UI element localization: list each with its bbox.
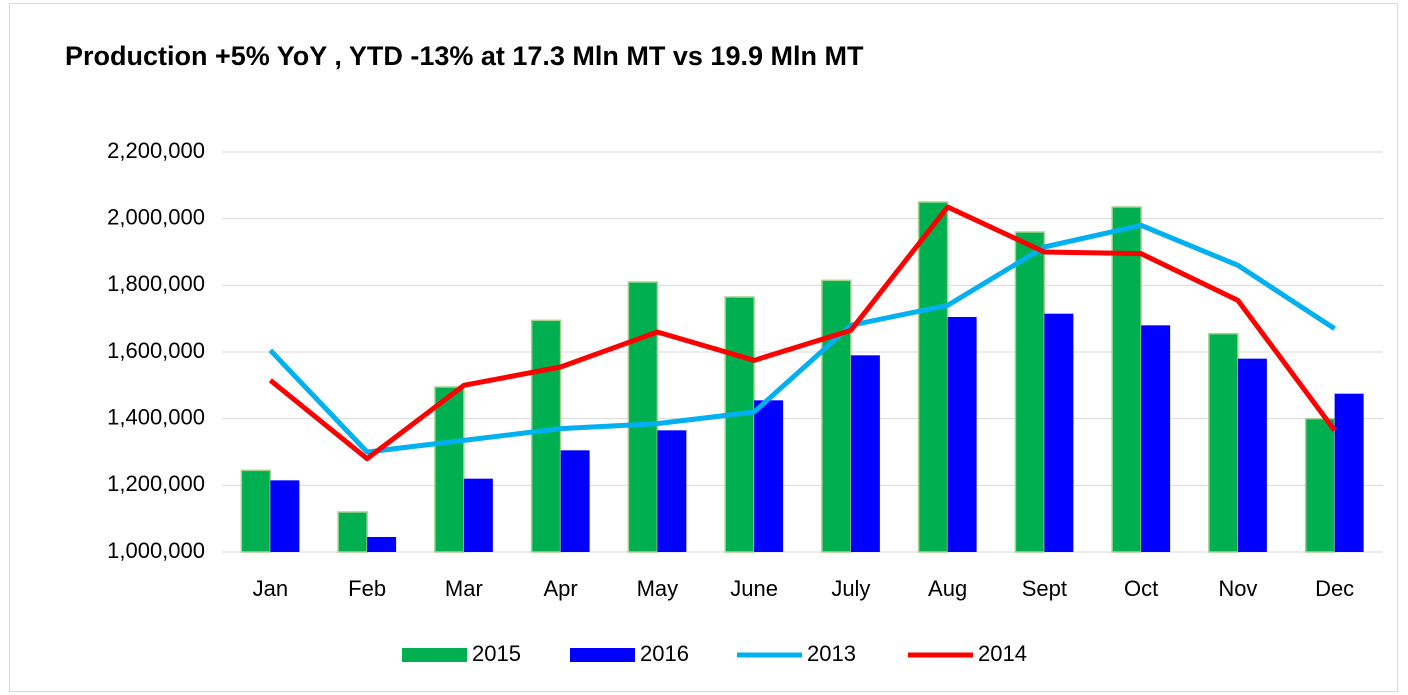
bar	[917, 201, 949, 553]
y-tick-label: 1,400,000	[107, 404, 205, 429]
bar	[947, 317, 977, 552]
x-tick-label: May	[637, 576, 679, 601]
bar	[560, 450, 590, 552]
y-tick-label: 2,200,000	[107, 138, 205, 163]
line	[268, 222, 1336, 455]
y-tick-label: 2,000,000	[107, 204, 205, 229]
x-tick-label: June	[730, 576, 778, 601]
legend-swatch	[402, 648, 467, 662]
legend-label: 2015	[472, 641, 521, 666]
x-tick-label: Aug	[928, 576, 967, 601]
y-tick-label: 1,000,000	[107, 538, 205, 563]
x-tick-label: Sept	[1022, 576, 1067, 601]
x-tick-label: July	[831, 576, 870, 601]
legend-label: 2016	[640, 641, 689, 666]
x-tick-label: Dec	[1315, 576, 1354, 601]
x-tick-label: Feb	[348, 576, 386, 601]
bar	[1334, 393, 1364, 552]
bar	[754, 400, 784, 552]
y-tick-label: 1,200,000	[107, 471, 205, 496]
bar	[1044, 313, 1074, 552]
bar	[821, 279, 852, 553]
bar	[1141, 325, 1171, 552]
bar	[1237, 358, 1267, 552]
legend-label: 2013	[807, 641, 856, 666]
bar	[367, 537, 397, 552]
legend-swatch	[570, 648, 635, 662]
bar	[1111, 206, 1142, 553]
bar	[530, 319, 562, 553]
bar	[1014, 231, 1046, 553]
bar	[434, 386, 465, 553]
bar	[1208, 332, 1239, 553]
bar	[627, 281, 659, 553]
chart-title: Production +5% YoY , YTD -13% at 17.3 Ml…	[65, 41, 864, 71]
bar	[657, 430, 687, 552]
bar	[463, 478, 493, 552]
x-tick-label: Oct	[1124, 576, 1158, 601]
x-tick-label: Jan	[253, 576, 288, 601]
y-tick-label: 1,600,000	[107, 338, 205, 363]
bar	[850, 355, 880, 552]
bar	[337, 511, 368, 553]
bar	[1304, 417, 1336, 553]
y-tick-label: 1,800,000	[107, 271, 205, 296]
x-tick-label: Mar	[445, 576, 483, 601]
bar	[240, 469, 272, 553]
line	[268, 204, 1337, 462]
x-tick-label: Nov	[1218, 576, 1257, 601]
x-tick-label: Apr	[544, 576, 578, 601]
legend-label: 2014	[978, 641, 1027, 666]
bar	[270, 480, 300, 552]
bar	[724, 296, 755, 553]
